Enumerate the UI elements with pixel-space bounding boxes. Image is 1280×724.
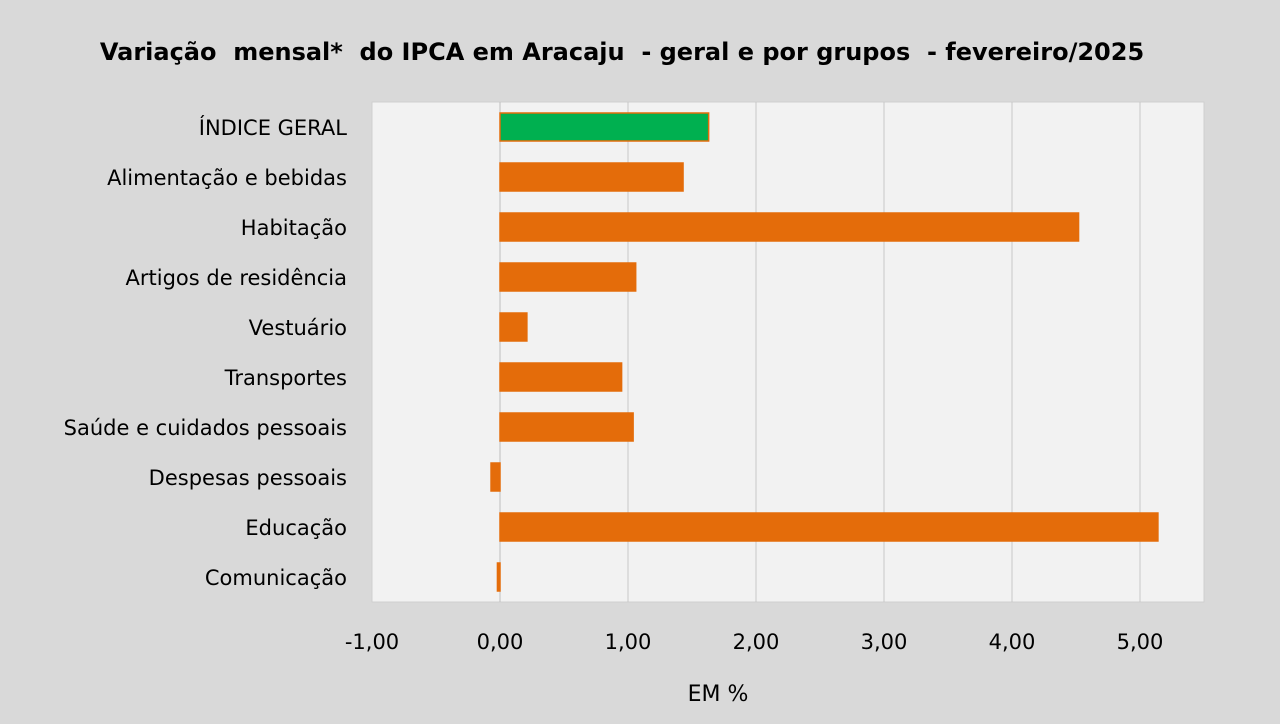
category-label: Vestuário — [249, 316, 347, 340]
category-label: Comunicação — [205, 566, 347, 590]
category-label: Despesas pessoais — [149, 466, 347, 490]
x-tick-label: 2,00 — [733, 630, 780, 654]
category-label: Educação — [245, 516, 347, 540]
category-label: Artigos de residência — [126, 266, 347, 290]
category-label: ÍNDICE GERAL — [199, 115, 348, 140]
category-labels: ÍNDICE GERAL Alimentação e bebidas Habitaç… — [64, 115, 348, 590]
bar — [499, 212, 1080, 242]
bar — [499, 312, 528, 342]
bar — [499, 262, 637, 292]
chart-title: Variação mensal* do IPCA em Aracaju - ge… — [100, 38, 1144, 66]
bar — [499, 512, 1159, 542]
x-tick-label: 1,00 — [605, 630, 652, 654]
bar — [499, 162, 684, 192]
x-tick-label: 3,00 — [861, 630, 908, 654]
bar — [490, 462, 501, 492]
x-tick-label: 0,00 — [477, 630, 524, 654]
tick-labels: -1,00 0,00 1,00 2,00 3,00 4,00 5,00 — [345, 630, 1164, 654]
x-axis-label: EM % — [688, 682, 749, 707]
category-label: Saúde e cuidados pessoais — [64, 416, 347, 440]
bar — [499, 112, 710, 142]
category-label: Alimentação e bebidas — [107, 166, 347, 190]
x-tick-label: 4,00 — [989, 630, 1036, 654]
category-label: Transportes — [224, 366, 347, 390]
category-label: Habitação — [241, 216, 347, 240]
x-tick-label: -1,00 — [345, 630, 399, 654]
bars — [490, 112, 1159, 592]
bar — [499, 412, 634, 442]
bar — [496, 562, 501, 592]
x-tick-label: 5,00 — [1117, 630, 1164, 654]
bar — [499, 362, 623, 392]
